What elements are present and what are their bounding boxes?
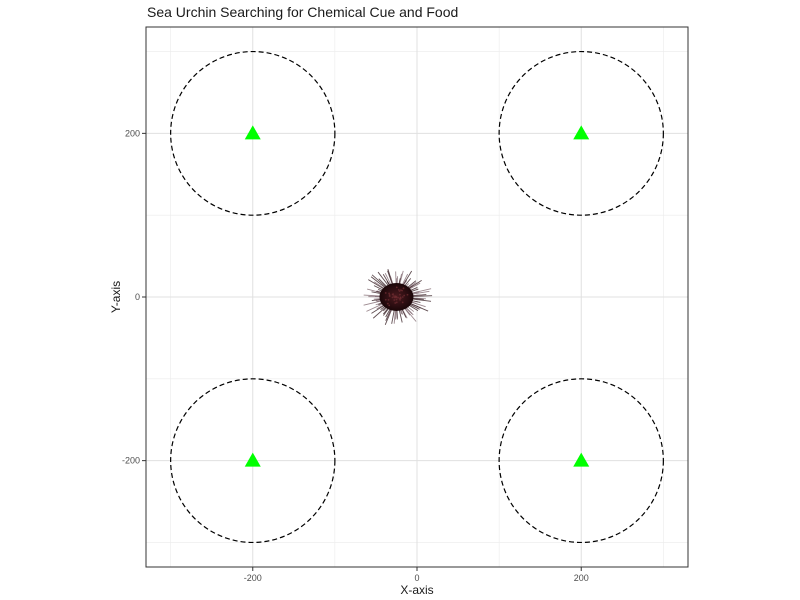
- x-tick-label: 0: [414, 573, 419, 583]
- grid-major: [146, 27, 688, 567]
- x-tick-label: 200: [574, 573, 589, 583]
- urchins: [363, 269, 433, 326]
- y-axis-title: Y-axis: [109, 281, 123, 313]
- food-triangle-marker: [573, 125, 590, 140]
- chemical-cue-circle: [170, 50, 336, 216]
- food-triangle-marker: [244, 452, 261, 467]
- y-tick-label: -200: [122, 456, 140, 466]
- sea-urchin-marker: [363, 269, 433, 326]
- cue-circles: [170, 50, 664, 544]
- food-markers: [244, 125, 590, 467]
- chart-title: Sea Urchin Searching for Chemical Cue an…: [147, 4, 459, 20]
- chemical-cue-circle: [498, 50, 664, 216]
- y-tick-label: 200: [125, 128, 140, 138]
- x-tick-label: -200: [244, 573, 262, 583]
- chemical-cue-circle: [498, 378, 664, 544]
- x-axis-title: X-axis: [400, 583, 433, 597]
- y-axis-ticks: -200 0 200: [122, 128, 146, 466]
- food-triangle-marker: [573, 452, 590, 467]
- x-axis-ticks: -200 0 200: [244, 567, 589, 583]
- y-tick-label: 0: [135, 292, 140, 302]
- food-triangle-marker: [244, 125, 261, 140]
- chemical-cue-circle: [170, 378, 336, 544]
